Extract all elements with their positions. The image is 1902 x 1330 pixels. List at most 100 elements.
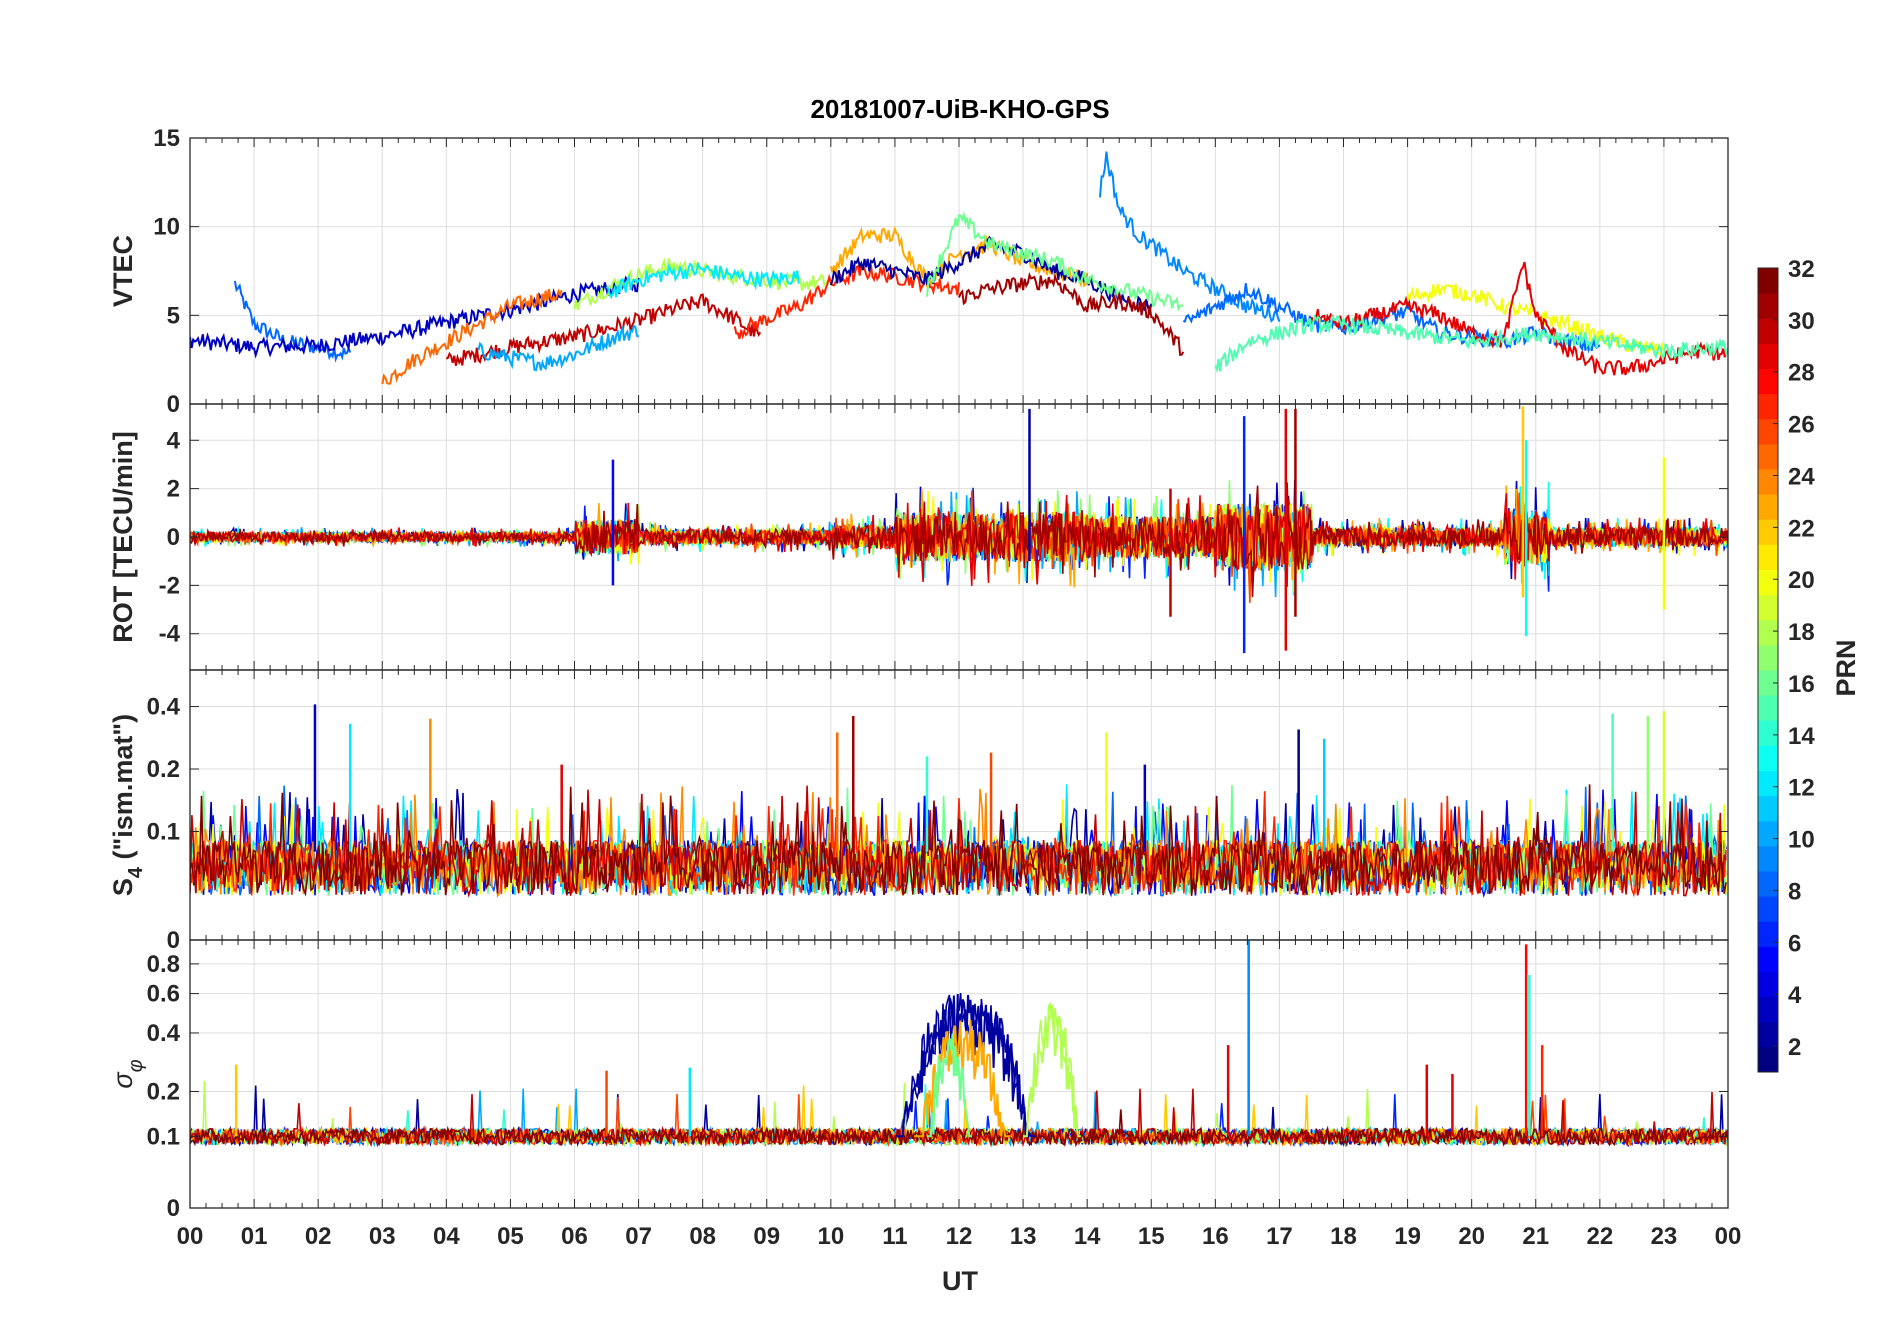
colorbar-swatch xyxy=(1758,494,1778,520)
colorbar-swatch xyxy=(1758,418,1778,445)
colorbar-swatch xyxy=(1758,971,1778,998)
colorbar-tick-label: 30 xyxy=(1788,308,1815,335)
sigma-bump xyxy=(914,1020,1011,1138)
colorbar-swatch xyxy=(1758,544,1778,570)
colorbar-swatch xyxy=(1758,820,1778,847)
x-axis-label: UT xyxy=(942,1266,978,1296)
colorbar-swatch xyxy=(1758,318,1778,344)
vtec-line-prn-9 xyxy=(1099,151,1281,323)
colorbar-swatch xyxy=(1758,845,1778,872)
x-tick-label: 00 xyxy=(177,1223,204,1250)
colorbar-tick-label: 2 xyxy=(1788,1034,1801,1061)
colorbar-swatch xyxy=(1758,594,1778,621)
plot-area-vtec xyxy=(190,151,1728,385)
x-tick-label: 03 xyxy=(369,1223,396,1250)
panel-s4: 0 0.1 0.2 0.4S4 ("ism.mat") xyxy=(108,669,1729,954)
colorbar-swatch xyxy=(1758,745,1778,771)
y-tick-label: 0.2 xyxy=(147,1078,180,1105)
vtec-line-prn-29 xyxy=(1310,261,1728,376)
colorbar-swatch xyxy=(1758,1046,1778,1073)
colorbar-swatch xyxy=(1758,519,1778,545)
y-tick-label: -2 xyxy=(159,572,180,599)
colorbar-tick-label: 12 xyxy=(1788,775,1815,802)
plot-area-s4 xyxy=(190,704,1727,899)
plot-area-sigma_phi xyxy=(190,940,1728,1148)
y-tick-label: 0.4 xyxy=(147,694,181,721)
colorbar-frame xyxy=(1757,267,1779,1073)
colorbar-swatch xyxy=(1758,393,1778,420)
y-tick-label: 0 xyxy=(167,1195,180,1222)
vtec-line-prn-27 xyxy=(733,263,960,340)
vtec-line-prn-18 xyxy=(573,257,832,311)
x-tick-label: 06 xyxy=(561,1223,588,1250)
panels-group: 0 5 10 15 VTEC -4 -2 0 2 4 ROT [TECU/min] 0 0.1 0.2 0.… xyxy=(108,125,1729,1222)
colorbar-tick-label: 10 xyxy=(1788,827,1815,854)
y-tick-label: 15 xyxy=(153,125,180,152)
x-tick-label: 17 xyxy=(1266,1223,1293,1250)
x-tick-label: 20 xyxy=(1458,1223,1485,1250)
x-axis: 00 01 02 03 04 05 06 07 08 09 10 11 12 13 14 15 16 17 18 19… xyxy=(177,1223,1742,1250)
colorbar-swatch xyxy=(1758,921,1778,947)
colorbar-swatch xyxy=(1758,469,1778,495)
x-tick-label: 00 xyxy=(1715,1223,1742,1250)
colorbar-tick-label: 6 xyxy=(1788,930,1801,957)
x-tick-label: 01 xyxy=(241,1223,268,1250)
y-tick-label: 0.2 xyxy=(147,756,180,783)
colorbar-swatch xyxy=(1758,946,1778,972)
y-tick-label: 0 xyxy=(167,524,180,551)
y-tick-label: 10 xyxy=(153,214,180,241)
colorbar-tick-label: 14 xyxy=(1788,723,1815,750)
colorbar-swatch xyxy=(1758,695,1778,721)
colorbar-swatch xyxy=(1758,670,1778,696)
x-tick-label: 04 xyxy=(433,1223,460,1250)
colorbar-swatch xyxy=(1758,619,1778,646)
vtec-line-prn-10 xyxy=(477,323,640,372)
x-tick-label: 05 xyxy=(497,1223,524,1250)
colorbar-swatch xyxy=(1758,896,1778,922)
y-tick-label: 0.1 xyxy=(147,1123,180,1150)
colorbar-swatch xyxy=(1758,569,1778,596)
sigma-bump xyxy=(927,1033,972,1138)
y-tick-label: 0 xyxy=(167,927,180,954)
vtec-line-prn-2 xyxy=(829,235,1153,316)
colorbar-swatch xyxy=(1758,368,1778,395)
y-tick-label: 0.6 xyxy=(147,981,180,1008)
colorbar-swatch xyxy=(1758,996,1778,1023)
sigma-bump xyxy=(894,993,1036,1140)
colorbar-tick-label: 4 xyxy=(1788,982,1802,1009)
vtec-line-prn-31 xyxy=(958,272,1185,356)
vtec-line-prn-3 xyxy=(190,275,640,359)
colorbar-label: PRN xyxy=(1831,639,1861,696)
colorbar-tick-label: 20 xyxy=(1788,567,1815,594)
sigma-line-prn-32 xyxy=(190,1084,1728,1148)
colorbar-tick-label: 24 xyxy=(1788,463,1815,490)
colorbar-swatch xyxy=(1758,443,1778,470)
x-tick-label: 09 xyxy=(753,1223,780,1250)
y-tick-label: 0 xyxy=(167,391,180,418)
panel-sigma_phi: 0 0.1 0.2 0.4 0.6 0.8 σφ xyxy=(108,939,1729,1222)
vtec-line-prn-30 xyxy=(445,293,762,366)
x-tick-label: 12 xyxy=(946,1223,973,1250)
chart-title: 20181007-UiB-KHO-GPS xyxy=(810,94,1109,124)
vtec-line-prn-25 xyxy=(381,288,563,385)
colorbar-swatch xyxy=(1758,343,1778,369)
y-tick-label: 4 xyxy=(167,427,181,454)
y-tick-label: -4 xyxy=(159,621,181,648)
colorbar-tick-label: 22 xyxy=(1788,515,1815,542)
x-tick-label: 23 xyxy=(1651,1223,1678,1250)
y-tick-label: 0.1 xyxy=(147,818,180,845)
y-axis-label-rot: ROT [TECU/min] xyxy=(108,431,138,642)
vtec-line-prn-23 xyxy=(829,225,1089,289)
vtec-line-prn-15 xyxy=(1214,313,1728,374)
y-tick-label: 5 xyxy=(167,302,180,329)
colorbar-swatch xyxy=(1758,268,1778,294)
colorbar-tick-label: 32 xyxy=(1788,256,1815,283)
y-axis-label-vtec: VTEC xyxy=(108,235,138,307)
x-tick-label: 18 xyxy=(1330,1223,1357,1250)
x-tick-label: 15 xyxy=(1138,1223,1165,1250)
x-tick-label: 11 xyxy=(882,1223,907,1250)
colorbar-swatch xyxy=(1758,720,1778,746)
x-tick-label: 08 xyxy=(689,1223,716,1250)
colorbar-swatch xyxy=(1758,795,1778,822)
